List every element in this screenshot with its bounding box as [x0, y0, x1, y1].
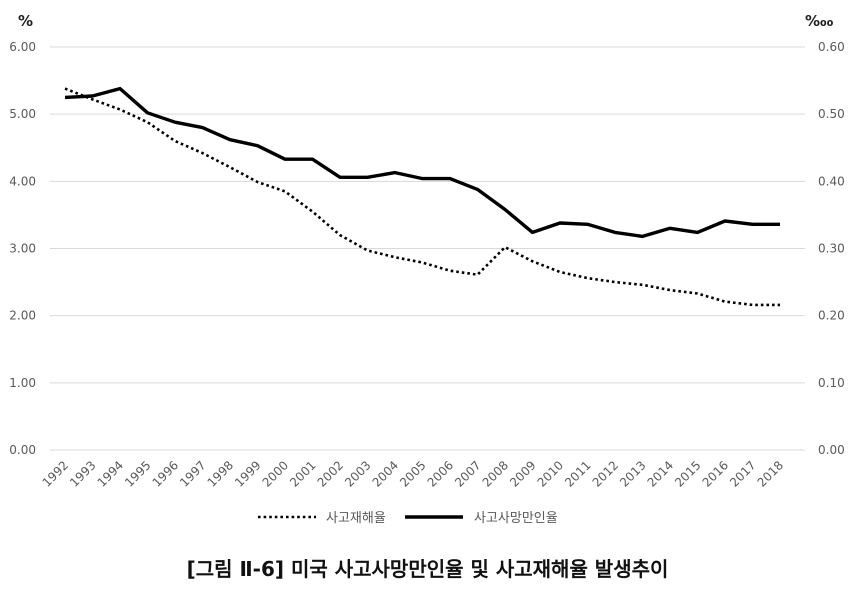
- x-tick-label: 2004: [370, 458, 401, 489]
- series-fatality-rate-line: [64, 86, 780, 239]
- x-tick-label: 2006: [425, 458, 456, 489]
- x-tick-label: 2002: [315, 458, 346, 489]
- legend-accident-rate-label: 사고재해율: [326, 511, 386, 526]
- right-axis-ticks: 0.00 0.10 0.20 0.30 0.40 0.50 0.60: [818, 40, 845, 457]
- x-tick-label: 2014: [645, 458, 676, 489]
- x-tick-label: 2013: [617, 458, 648, 489]
- left-tick-label: 5.00: [9, 107, 36, 121]
- right-tick-label: 0.20: [818, 309, 845, 323]
- x-tick-label: 2015: [672, 458, 703, 489]
- left-axis-unit: %: [18, 12, 33, 30]
- series-layer: [64, 86, 780, 307]
- right-tick-label: 0.10: [818, 376, 845, 390]
- x-tick-label: 1999: [232, 458, 263, 489]
- left-tick-label: 4.00: [9, 174, 36, 188]
- right-tick-label: 0.30: [818, 242, 845, 256]
- right-tick-label: 0.50: [818, 107, 845, 121]
- x-tick-label: 2010: [535, 458, 566, 489]
- legend: 사고재해율 사고사망만인율: [258, 511, 558, 526]
- left-tick-label: 6.00: [9, 40, 36, 54]
- x-tick-label: 1998: [205, 458, 236, 489]
- x-tick-label: 2003: [342, 458, 373, 489]
- x-tick-label: 2018: [755, 458, 786, 489]
- x-tick-label: 2001: [287, 458, 318, 489]
- right-tick-label: 0.60: [818, 40, 845, 54]
- left-tick-label: 2.00: [9, 309, 36, 323]
- x-tick-label: 2017: [727, 458, 758, 489]
- x-tick-label: 1994: [95, 458, 126, 489]
- x-tick-label: 2012: [590, 458, 621, 489]
- legend-fatality-rate-label: 사고사망만인율: [474, 511, 558, 526]
- x-tick-label: 1993: [67, 458, 98, 489]
- x-tick-label: 2000: [260, 458, 291, 489]
- left-tick-label: 0.00: [9, 443, 36, 457]
- x-tick-label: 1997: [177, 458, 208, 489]
- x-tick-label: 2011: [562, 458, 593, 489]
- right-tick-label: 0.40: [818, 174, 845, 188]
- gridlines: [50, 46, 805, 451]
- left-axis-ticks: 0.00 1.00 2.00 3.00 4.00 5.00 6.00: [9, 40, 36, 457]
- figure-caption: [그림 Ⅱ-6] 미국 사고사망만인율 및 사고재해율 발생추이: [186, 557, 669, 581]
- x-tick-label: 1995: [122, 458, 153, 489]
- x-tick-label: 1996: [150, 458, 181, 489]
- x-tick-label: 2007: [452, 458, 483, 489]
- x-tick-label: 2009: [507, 458, 538, 489]
- x-tick-label: 1992: [40, 458, 71, 489]
- x-tick-label: 2008: [480, 458, 511, 489]
- x-tick-label: 2005: [397, 458, 428, 489]
- x-tick-label: 2016: [700, 458, 731, 489]
- left-tick-label: 3.00: [9, 242, 36, 256]
- right-tick-label: 0.00: [818, 443, 845, 457]
- x-axis-ticks: 1992199319941995199619971998199920002001…: [40, 458, 786, 489]
- right-axis-unit: ‱: [805, 12, 833, 30]
- line-chart: % ‱ 0.00 1.00 2.00 3.00 4.00 5.00 6.00 0.00 0.1…: [9, 12, 845, 526]
- left-tick-label: 1.00: [9, 376, 36, 390]
